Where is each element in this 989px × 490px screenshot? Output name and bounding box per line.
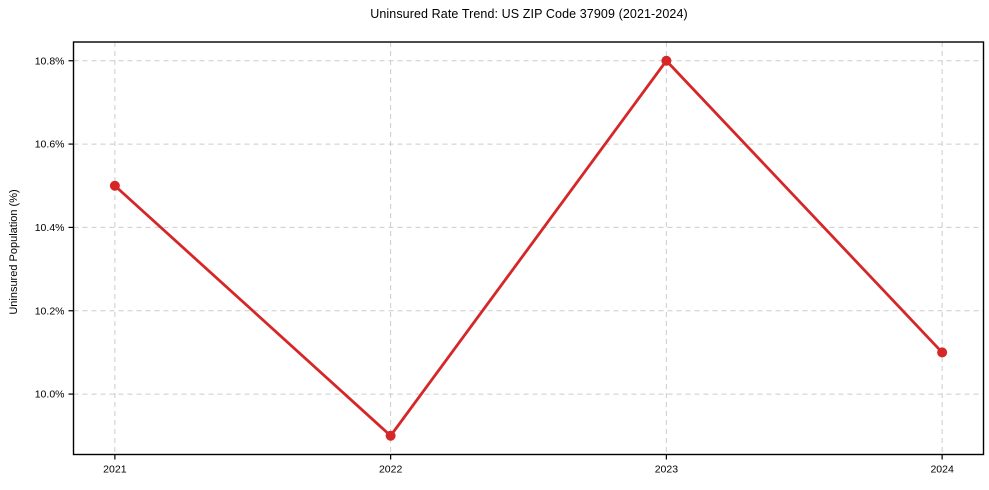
y-tick-label: 10.2% <box>35 305 65 317</box>
y-tick-label: 10.6% <box>35 139 65 151</box>
data-line <box>113 59 944 438</box>
y-tick-label: 10.0% <box>35 389 65 401</box>
x-tick-label: 2022 <box>379 464 403 476</box>
x-tick-label: 2024 <box>930 464 954 476</box>
plot-border <box>72 41 985 456</box>
x-tick-label: 2023 <box>655 464 679 476</box>
x-tick-label: 2021 <box>103 464 127 476</box>
chart-title: Uninsured Rate Trend: US ZIP Code 37909 … <box>370 7 688 21</box>
y-tick-label: 10.4% <box>35 222 65 234</box>
data-point-marker <box>937 347 948 358</box>
data-point-marker <box>385 430 396 441</box>
y-tick-label: 10.8% <box>35 55 65 67</box>
data-point-marker <box>109 180 120 191</box>
data-point-marker <box>661 55 672 66</box>
